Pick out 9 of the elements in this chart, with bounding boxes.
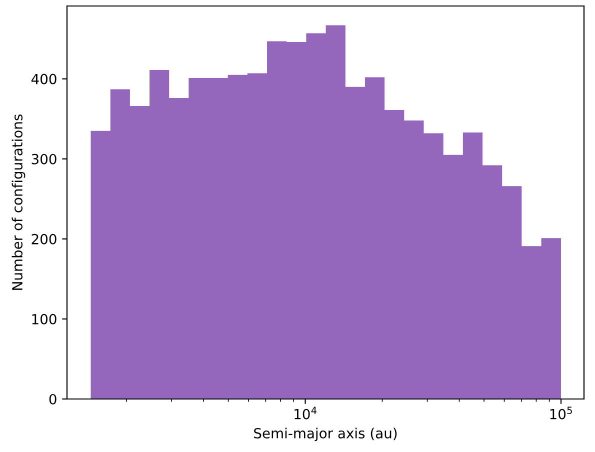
y-tick-label: 100 (32, 314, 56, 324)
x-tick-label: 10$^{5}$ (550, 406, 572, 420)
y-tick-label: 300 (32, 154, 56, 164)
y-tick-label: 200 (32, 234, 56, 244)
y-tick-label: 400 (31, 74, 56, 84)
x-tick-label: 10$^{4}$ (294, 406, 317, 420)
x-axis-title: Semi-major axis (au) (254, 428, 397, 442)
y-tick-label: 0 (49, 394, 56, 404)
y-axis-title: Number of configurations (12, 114, 26, 290)
